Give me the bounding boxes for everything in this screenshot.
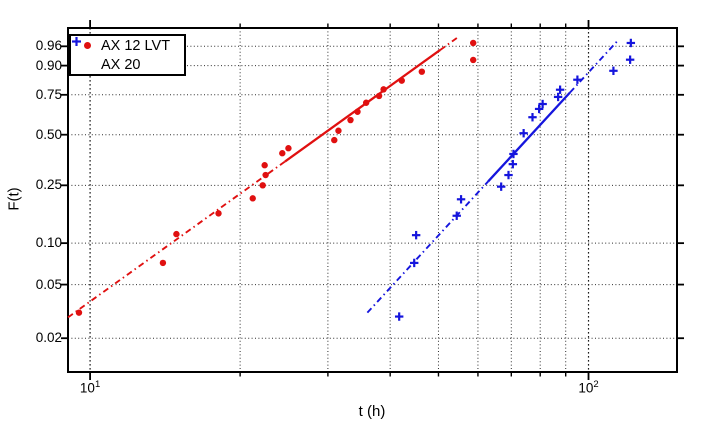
fit-line — [284, 49, 441, 163]
red-dot-marker-icon — [80, 42, 94, 49]
data-point-dot — [335, 127, 342, 134]
legend-entry-ax12lvt: AX 12 LVT — [71, 37, 184, 55]
data-point-dot — [398, 77, 405, 84]
data-point-dot — [285, 145, 292, 152]
legend-entry-ax20: AX 20 — [71, 37, 184, 74]
data-point-dot — [259, 182, 266, 189]
data-point-dot — [375, 92, 383, 100]
y-tick-label: 0.10 — [35, 235, 62, 251]
data-point-dot — [262, 171, 269, 179]
data-point-dot — [380, 86, 387, 93]
x-tick-label: 101 — [79, 379, 101, 396]
data-point-dot — [362, 99, 370, 106]
data-point-dot — [215, 210, 222, 217]
y-tick-label: 0.96 — [35, 38, 62, 54]
legend-label: AX 20 — [101, 56, 141, 73]
fit-line-extrapolation — [67, 160, 286, 319]
data-point-dot — [279, 150, 286, 157]
y-tick-label: 0.50 — [35, 126, 62, 142]
y-tick-label: 0.75 — [35, 86, 62, 102]
x-axis-title: t (h) — [358, 403, 386, 420]
fit-line — [487, 91, 571, 183]
y-tick-label: 0.25 — [35, 177, 62, 193]
fit-line-extrapolation — [439, 37, 458, 51]
data-point-dot — [261, 162, 268, 169]
data-point-dot — [249, 195, 256, 202]
legend: AX 12 LVT AX 20 — [69, 34, 186, 76]
fit-line-extrapolation — [569, 40, 618, 94]
data-point-dot — [173, 230, 180, 238]
data-point-dot — [331, 136, 338, 144]
y-tick-label: 0.90 — [35, 57, 62, 73]
legend-label: AX 12 LVT — [101, 37, 171, 54]
y-tick-label: 0.05 — [35, 276, 62, 292]
data-point-dot — [347, 116, 354, 124]
data-point-dot — [469, 39, 477, 47]
x-tick-label: 102 — [578, 379, 599, 396]
data-point-dot — [75, 309, 83, 316]
data-point-dot — [159, 259, 167, 267]
data-point-dot — [354, 108, 361, 115]
fit-line-extrapolation — [366, 180, 489, 314]
data-point-dot — [469, 56, 477, 64]
axes-border — [67, 27, 678, 373]
data-point-dot — [418, 68, 426, 75]
y-axis-title: F(t) — [5, 187, 23, 211]
y-tick-label: 0.02 — [35, 330, 62, 346]
